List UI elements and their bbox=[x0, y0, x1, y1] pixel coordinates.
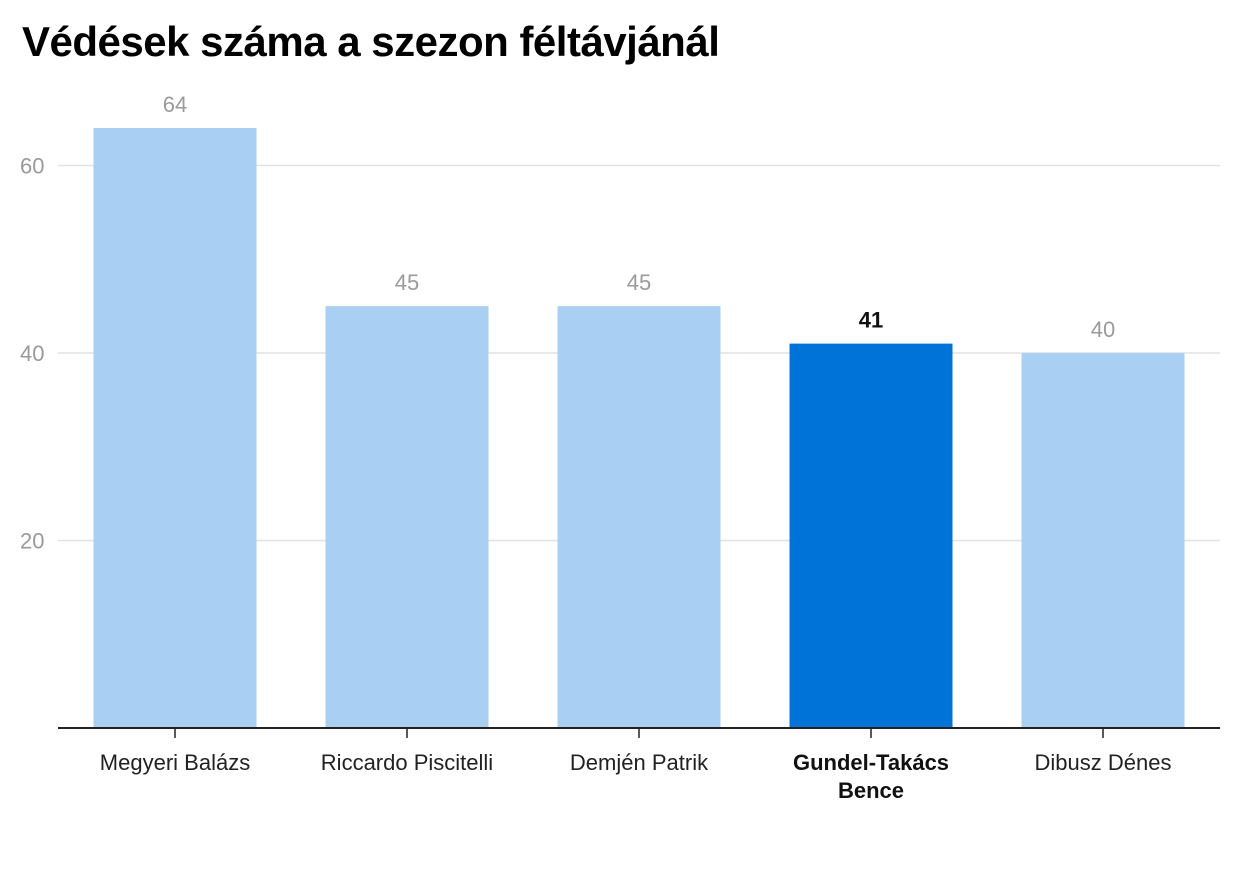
data-label: 41 bbox=[859, 308, 883, 333]
data-label: 45 bbox=[395, 270, 419, 295]
bar bbox=[93, 128, 257, 728]
category-label: Dibusz Dénes bbox=[1035, 750, 1172, 775]
y-tick-label: 40 bbox=[20, 341, 44, 366]
x-axis bbox=[58, 727, 1220, 738]
bar bbox=[325, 306, 489, 728]
category-label: Gundel-Takács bbox=[793, 750, 949, 775]
data-label: 45 bbox=[627, 270, 651, 295]
y-tick-label: 20 bbox=[20, 529, 44, 554]
category-label: Demjén Patrik bbox=[570, 750, 709, 775]
chart-title: Védések száma a szezon féltávjánál bbox=[22, 18, 720, 65]
y-tick-label: 60 bbox=[20, 154, 44, 179]
labels: 64 Megyeri Balázs 45 Riccardo Piscitelli 45 D… bbox=[100, 92, 1172, 803]
bar bbox=[557, 306, 721, 728]
data-label: 40 bbox=[1091, 317, 1115, 342]
category-label: Riccardo Piscitelli bbox=[321, 750, 493, 775]
bar bbox=[1021, 353, 1185, 728]
data-label: 64 bbox=[163, 92, 187, 117]
bars bbox=[93, 128, 1185, 728]
y-axis-ticks: 20 40 60 bbox=[20, 154, 44, 554]
category-label: Megyeri Balázs bbox=[100, 750, 250, 775]
bar bbox=[789, 343, 953, 728]
category-label: Bence bbox=[838, 778, 904, 803]
